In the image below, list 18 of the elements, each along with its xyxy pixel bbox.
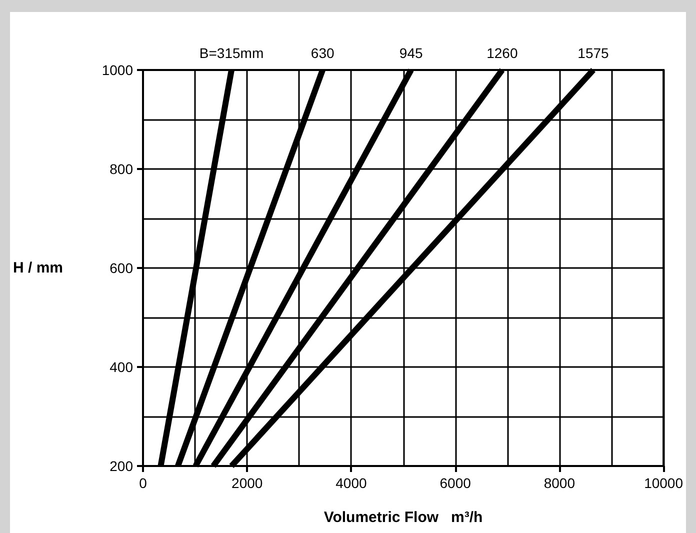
series-label: 630 bbox=[310, 45, 334, 61]
y-tick-label: 1000 bbox=[102, 62, 134, 78]
series-label: 1260 bbox=[486, 45, 518, 61]
x-axis-title: Volumetric Flow m³/h bbox=[324, 509, 483, 526]
y-axis-title: H / mm bbox=[12, 260, 64, 276]
series-label: 1575 bbox=[578, 45, 610, 61]
x-tick-label: 10000 bbox=[644, 475, 684, 491]
y-tick-label: 800 bbox=[110, 161, 134, 177]
x-tick-label: 8000 bbox=[544, 475, 576, 491]
series-label: B=315mm bbox=[199, 45, 264, 61]
x-tick-label: 6000 bbox=[440, 475, 472, 491]
x-tick-label: 2000 bbox=[232, 475, 263, 491]
y-tick-label: 600 bbox=[110, 260, 134, 276]
x-tick-label: 0 bbox=[139, 475, 148, 491]
y-tick-label: 400 bbox=[110, 359, 134, 375]
series-label: 945 bbox=[399, 45, 423, 61]
x-tick-label: 4000 bbox=[336, 475, 367, 491]
y-tick-label: 200 bbox=[110, 458, 134, 474]
